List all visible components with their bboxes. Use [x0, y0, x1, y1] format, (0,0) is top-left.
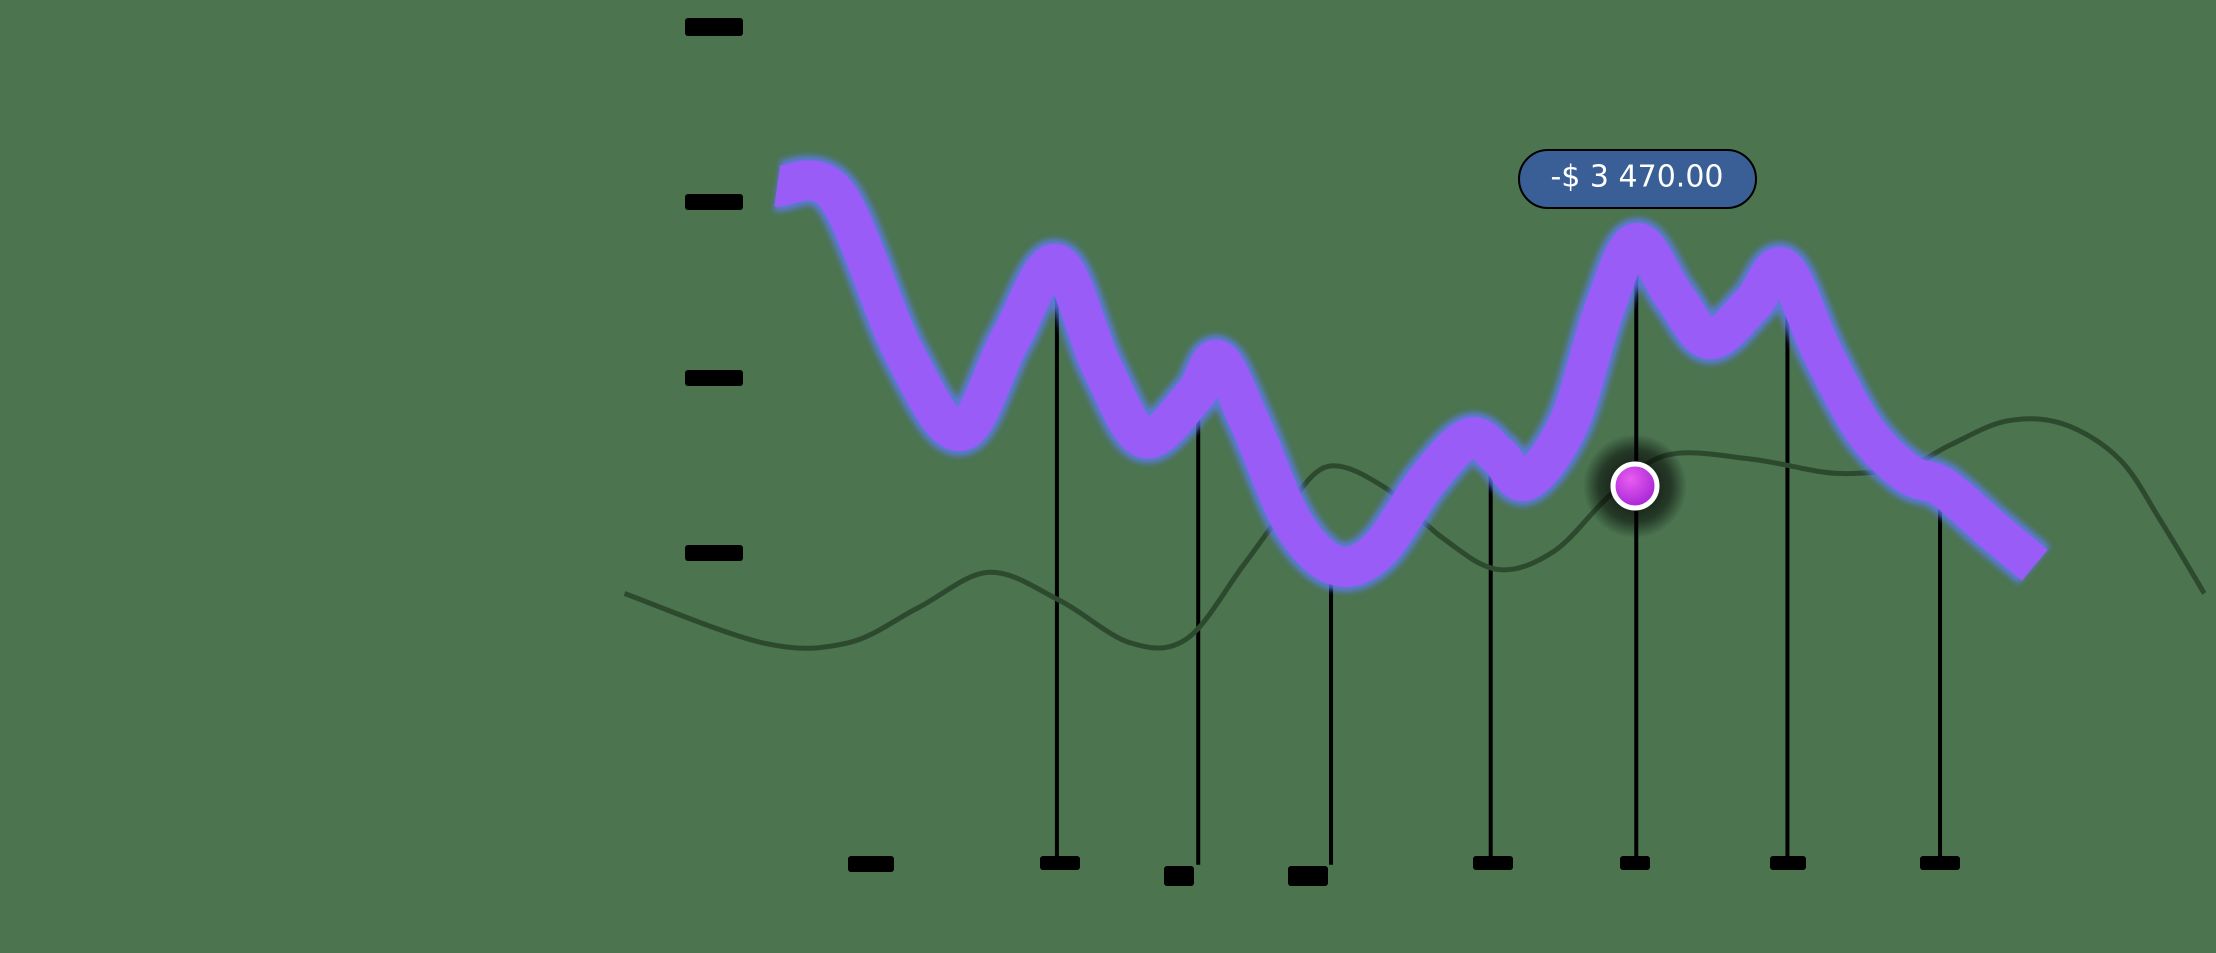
- x-label-blob: [1770, 856, 1806, 870]
- main-line: [774, 160, 2048, 587]
- x-label-blob: [848, 856, 894, 872]
- x-axis-labels: [848, 856, 1960, 886]
- comparison-line: [623, 416, 2207, 651]
- y-label-blob: [685, 545, 743, 561]
- x-label-blob: [1164, 866, 1194, 886]
- x-label-blob: [1920, 856, 1960, 870]
- y-label-blob: [685, 18, 743, 36]
- marker[interactable]: [1610, 461, 1660, 511]
- y-label-blob: [685, 194, 743, 210]
- tooltip-text: -$ 3 470.00: [1550, 160, 1723, 195]
- x-label-blob: [1620, 856, 1650, 870]
- guide-lines: [1054, 243, 1943, 865]
- y-axis-labels: [685, 18, 743, 561]
- x-label-blob: [1288, 866, 1328, 886]
- x-label-blob: [1040, 856, 1080, 870]
- tooltip: -$ 3 470.00: [1518, 149, 1757, 209]
- tooltip-pill: [1518, 149, 1757, 209]
- x-label-blob: [1473, 856, 1513, 870]
- y-label-blob: [685, 370, 743, 386]
